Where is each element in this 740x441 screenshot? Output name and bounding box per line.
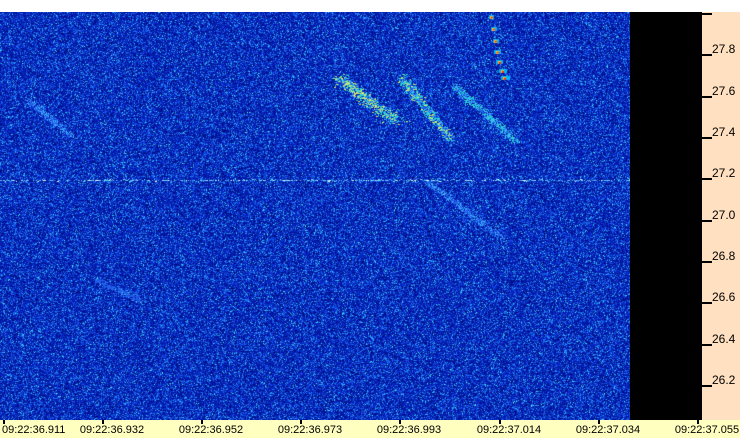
y-tick: [698, 385, 712, 387]
x-tick-label: 09:22:37.055: [674, 424, 740, 436]
y-tick: [698, 96, 712, 98]
x-tick-label: 09:22:37.014: [476, 424, 542, 436]
y-tick: [698, 13, 712, 15]
x-tick-label: 09:22:37.034: [575, 424, 641, 436]
x-tick-label: 09:22:36.952: [178, 424, 244, 436]
x-tick: [300, 420, 302, 424]
y-tick-label: 27.6: [712, 84, 736, 98]
y-tick-label: 27.4: [712, 125, 736, 139]
spectrogram-plot: [0, 12, 630, 420]
y-tick-label: 27.2: [712, 166, 736, 180]
y-tick: [698, 178, 712, 180]
y-tick: [698, 220, 712, 222]
y-tick: [698, 302, 712, 304]
x-tick: [201, 420, 203, 424]
x-tick: [102, 420, 104, 424]
y-tick: [698, 137, 712, 139]
x-tick: [3, 420, 5, 424]
top-margin: [0, 0, 740, 12]
time-axis-bar: [0, 420, 740, 438]
y-tick-label: 27.0: [712, 208, 736, 222]
y-tick-label: 27.8: [712, 42, 736, 56]
x-tick: [399, 420, 401, 424]
y-tick-label: 26.8: [712, 249, 736, 263]
x-tick-label: 09:22:36.973: [277, 424, 343, 436]
y-tick-label: 26.2: [712, 373, 736, 387]
y-tick: [698, 54, 712, 56]
x-tick: [598, 420, 600, 424]
y-tick-label: 26.6: [712, 290, 736, 304]
x-tick: [697, 420, 699, 424]
bottom-margin: [0, 438, 740, 441]
x-tick: [499, 420, 501, 424]
no-data-band: [630, 12, 702, 420]
x-tick-label: 09:22:36.911: [2, 424, 66, 436]
y-tick-label: 26.4: [712, 332, 736, 346]
x-tick-label: 09:22:36.993: [376, 424, 442, 436]
frequency-axis-panel: [702, 12, 740, 420]
y-tick: [698, 261, 712, 263]
y-tick: [698, 344, 712, 346]
x-tick-label: 09:22:36.932: [79, 424, 145, 436]
